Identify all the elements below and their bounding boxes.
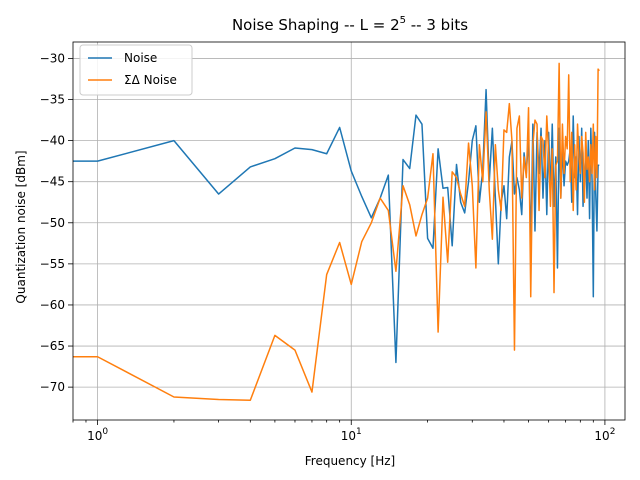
- axis-ticks: 100 101 102 −30 −35 −40 −45 −50 −55 −60 −65 −70: [40, 51, 616, 443]
- x-axis-label: Frequency [Hz]: [305, 454, 396, 468]
- y-axis-label: Quantization noise [dBm]: [14, 150, 28, 303]
- plot-area: [73, 62, 600, 402]
- legend-label-sigma-delta-noise: ΣΔ Noise: [124, 73, 177, 87]
- y-tick-label: −35: [40, 93, 65, 107]
- legend-label-noise: Noise: [124, 51, 157, 65]
- y-tick-label: −55: [40, 257, 65, 271]
- x-tick-label: 100: [87, 427, 108, 443]
- y-tick-label: −65: [40, 339, 65, 353]
- y-tick-label: −30: [40, 51, 65, 65]
- axes-frame: [72, 41, 626, 421]
- y-tick-label: −70: [40, 380, 65, 394]
- x-tick-label: 101: [341, 427, 362, 443]
- chart-title: Noise Shaping -- L = 25 -- 3 bits: [232, 15, 468, 34]
- y-tick-label: −40: [40, 134, 65, 148]
- y-tick-label: −45: [40, 175, 65, 189]
- series-line-sigma-delta-noise: [73, 62, 600, 402]
- y-tick-label: −50: [40, 216, 65, 230]
- y-tick-label: −60: [40, 298, 65, 312]
- grid: [73, 42, 625, 420]
- legend: Noise ΣΔ Noise: [79, 44, 193, 96]
- x-tick-label: 102: [594, 427, 615, 443]
